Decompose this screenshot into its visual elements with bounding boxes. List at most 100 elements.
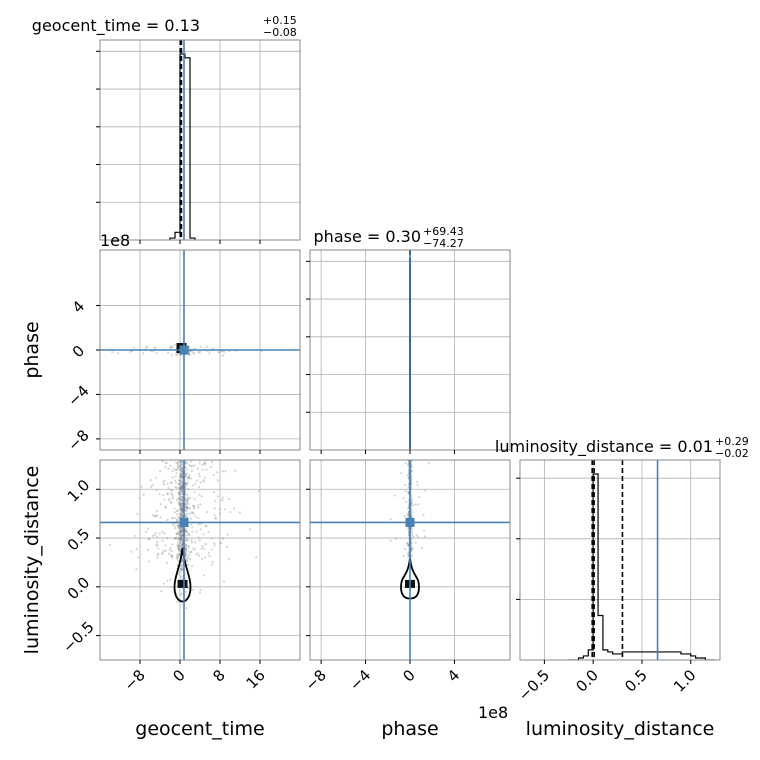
- sample-point: [180, 507, 183, 511]
- sample-point: [190, 517, 193, 520]
- sample-point: [181, 502, 184, 505]
- sample-point: [155, 543, 159, 546]
- sample-point: [212, 473, 215, 477]
- sample-point: [177, 525, 180, 528]
- sample-point: [186, 531, 189, 534]
- sample-point: [198, 486, 201, 489]
- sample-point: [185, 607, 188, 610]
- sample-point: [188, 497, 191, 500]
- sample-point: [181, 564, 184, 567]
- title-luminosity-distance: luminosity_distance = 0.01: [495, 437, 713, 457]
- sample-point: [411, 510, 414, 514]
- sample-point: [185, 539, 188, 542]
- sample-point: [411, 547, 414, 550]
- sample-point: [410, 497, 413, 500]
- sample-point: [171, 495, 174, 498]
- sample-point: [173, 467, 176, 470]
- sample-point: [178, 504, 181, 507]
- sample-point: [188, 533, 191, 537]
- sample-point: [176, 455, 178, 457]
- sample-point: [411, 535, 415, 538]
- sample-point: [202, 479, 205, 482]
- sample-point: [403, 515, 406, 518]
- sample-point: [177, 524, 180, 527]
- sample-point: [188, 345, 191, 348]
- sample-point: [410, 477, 413, 480]
- sample-point: [175, 557, 179, 560]
- sample-point: [203, 547, 206, 550]
- sample-point: [153, 347, 156, 350]
- sample-point: [199, 481, 202, 484]
- sample-point: [424, 489, 427, 492]
- sample-point: [214, 517, 217, 520]
- sample-point: [180, 507, 183, 510]
- sample-point: [202, 574, 205, 577]
- sample-point: [179, 513, 182, 516]
- sample-point: [165, 561, 168, 564]
- geocent-time-histogram-panel: [100, 40, 300, 240]
- sample-point: [163, 498, 166, 501]
- sample-point: [180, 516, 183, 519]
- phase-vs-geocent-time-panel: [100, 250, 300, 450]
- sample-point: [176, 544, 179, 547]
- sample-point: [180, 536, 184, 540]
- sample-point: [141, 352, 145, 355]
- sample-point: [422, 513, 425, 516]
- ylabel-phase: phase: [21, 321, 43, 378]
- sample-point: [210, 460, 213, 464]
- sample-point: [184, 528, 187, 531]
- panel-frame: [99, 39, 301, 241]
- sample-point: [188, 353, 191, 357]
- sample-point: [181, 481, 184, 485]
- x-tick-label: 0.0: [572, 666, 602, 696]
- sample-point: [172, 523, 175, 527]
- sample-point: [97, 472, 99, 474]
- sample-point: [193, 352, 196, 355]
- phase-histogram-panel: [310, 250, 510, 450]
- sample-point: [176, 536, 179, 539]
- y-tick-label: 1.0: [64, 476, 94, 506]
- sample-point: [197, 506, 200, 509]
- sample-point: [414, 503, 417, 506]
- sample-point: [190, 523, 193, 526]
- sample-point: [410, 547, 413, 550]
- sample-point: [174, 469, 177, 472]
- sample-point: [181, 502, 184, 505]
- sample-point: [410, 482, 413, 485]
- sample-point: [178, 492, 181, 496]
- sample-point: [161, 530, 164, 533]
- sample-point: [175, 533, 179, 536]
- sample-point: [178, 545, 181, 548]
- sample-point: [179, 465, 182, 468]
- x-tick-label: −0.5: [515, 666, 553, 704]
- truth-marker: [179, 517, 189, 527]
- sample-point: [177, 548, 181, 551]
- sample-point: [193, 541, 197, 544]
- sample-point: [180, 514, 183, 517]
- sample-point: [169, 578, 172, 581]
- sample-point: [179, 563, 183, 567]
- sample-point: [181, 506, 184, 509]
- sample-point: [193, 505, 196, 509]
- sample-point: [410, 528, 413, 531]
- sample-point: [185, 530, 188, 533]
- sample-point: [179, 529, 182, 533]
- sample-point: [423, 535, 427, 538]
- sample-point: [161, 539, 164, 542]
- sample-point: [202, 480, 205, 483]
- sample-point: [200, 495, 203, 498]
- sample-point: [155, 476, 158, 479]
- sample-point: [177, 498, 181, 501]
- sample-point: [406, 542, 409, 545]
- sample-point: [147, 538, 150, 541]
- sample-point: [229, 511, 232, 514]
- sample-point: [402, 554, 405, 558]
- sample-point: [170, 501, 173, 504]
- sample-point: [201, 463, 204, 467]
- tick-marks-and-labels: −8 0 8 16 −8 −4 0 4 −0.5 0.0 0.5 1.0 −8 −4 0 4 −0.5 0.0 0.…: [59, 50, 700, 705]
- sample-point: [180, 535, 183, 538]
- sample-point: [151, 514, 154, 517]
- sample-point: [167, 351, 170, 354]
- sample-point: [175, 472, 178, 475]
- sample-point: [208, 352, 211, 355]
